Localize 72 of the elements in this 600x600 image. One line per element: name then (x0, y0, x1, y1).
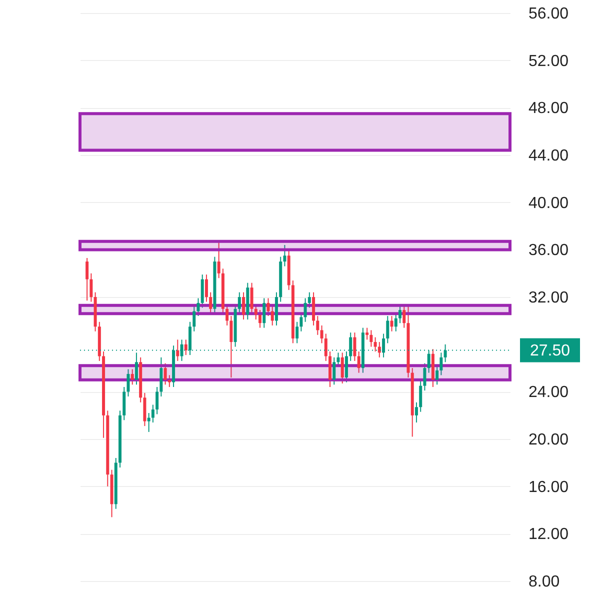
y-tick-label: 52.00 (528, 52, 569, 70)
y-tick-label: 40.00 (528, 194, 569, 212)
candlestick (386, 315, 390, 344)
candlestick (200, 274, 204, 308)
candlestick (196, 298, 200, 316)
candlestick (394, 313, 398, 332)
candlestick (270, 306, 274, 326)
candlestick (122, 386, 126, 421)
candlestick (258, 310, 262, 328)
candlestick (151, 404, 154, 423)
candlestick (230, 315, 233, 378)
candlestick (414, 402, 418, 423)
y-tick-label: 8.00 (528, 574, 560, 591)
candlestick (126, 368, 130, 397)
candlestick (390, 315, 394, 332)
candlestick (274, 292, 278, 326)
candlestick (226, 304, 229, 326)
candlestick (366, 327, 369, 340)
y-tick-label: 36.00 (528, 242, 569, 260)
ref-line-label: 27.50 (530, 342, 570, 360)
candlestick (156, 386, 159, 415)
candlestick (130, 368, 134, 386)
y-tick-label: 16.00 (528, 478, 569, 496)
candlestick (262, 298, 266, 328)
candlestick (300, 312, 303, 332)
candlestick (423, 362, 426, 392)
candlestick (378, 342, 381, 358)
candlestick (209, 292, 212, 314)
y-tick-label: 44.00 (528, 148, 569, 165)
candlestick (312, 292, 316, 326)
y-tick-label: 56.00 (528, 6, 569, 23)
candlestick (143, 392, 146, 427)
candlestick (217, 242, 220, 279)
candlestick (254, 304, 258, 320)
candlestick (250, 282, 254, 314)
candlestick (374, 336, 377, 352)
candlestick (353, 332, 356, 362)
y-tick-label: 24.00 (528, 384, 569, 402)
candlestick (86, 257, 89, 302)
y-tick-label: 20.00 (528, 432, 569, 449)
candlestick (316, 315, 320, 336)
candlestick (242, 292, 246, 320)
candlestick (402, 304, 406, 328)
candlestick (176, 339, 180, 362)
candlestick (184, 339, 188, 356)
candlestick (266, 298, 270, 316)
candlestick (357, 350, 360, 374)
candlestick (238, 292, 241, 314)
candlestick (304, 298, 307, 322)
y-tick-label: 12.00 (528, 526, 569, 544)
candlestick (320, 324, 324, 344)
candlestick (332, 356, 336, 386)
candlestick (419, 380, 422, 412)
candlestick (90, 272, 93, 302)
candlestick (308, 292, 311, 308)
candlestick (324, 333, 328, 362)
candlestick (192, 306, 196, 332)
candlestick (340, 352, 344, 384)
candlestick (164, 362, 167, 386)
candlestick (147, 412, 150, 432)
candlestick (296, 321, 299, 344)
y-tick-label: 48.00 (528, 100, 569, 118)
candlestick (204, 274, 208, 302)
y-tick-label: 32.00 (528, 290, 569, 307)
candlestick (336, 352, 340, 368)
candlestick (398, 304, 402, 324)
candlestick (283, 244, 286, 267)
candlestick (328, 350, 332, 388)
candlestick (344, 350, 348, 383)
candlestick (160, 356, 163, 397)
candlestick (370, 330, 373, 348)
candlestick (436, 365, 439, 386)
